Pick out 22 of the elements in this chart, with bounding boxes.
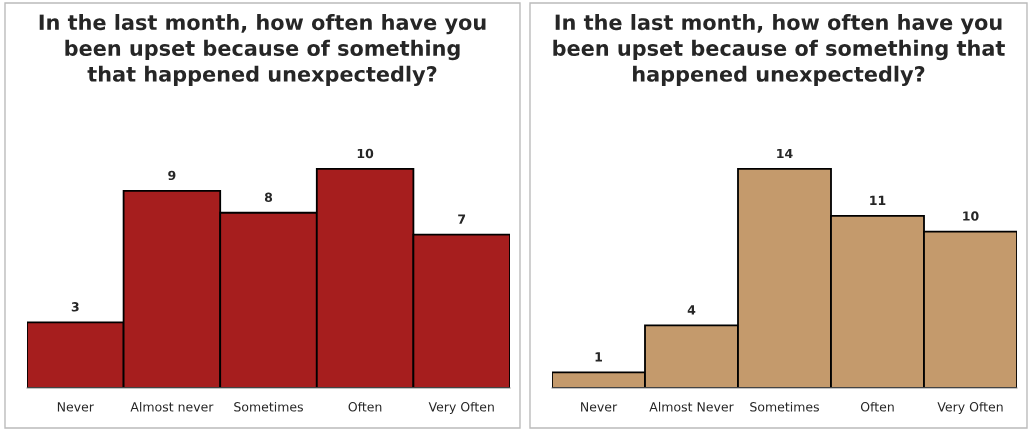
x-tick-label: Often [860,401,894,412]
data-label: 9 [168,170,176,181]
data-label: 11 [870,195,886,205]
x-tick-label: Very Often [937,401,1003,414]
data-label: 14 [777,148,793,159]
x-tick-label: Very Often [428,401,494,414]
data-label: 10 [963,211,979,221]
x-tick-label: Often [348,401,382,412]
x-tick-label: Never [57,402,94,412]
x-tick-label: Sometimes [750,401,819,412]
data-label: 4 [687,305,696,315]
x-tick-label: Almost Never [649,401,734,412]
data-label: 3 [71,302,79,312]
data-label: 1 [595,352,602,362]
data-label: 8 [264,192,273,203]
data-label: 10 [357,148,374,159]
x-tick-label: Almost never [130,401,214,412]
x-tick-label: Never [581,402,618,412]
chart-title: In the last month, how often have you been upset because of something that happened unexpectedly? [39,14,486,87]
chart-title: In the last month, how often have you been upset because of something that happened unexpectedly? [553,14,1005,87]
data-label: 7 [458,214,466,224]
x-tick-label: Sometimes [234,401,303,412]
